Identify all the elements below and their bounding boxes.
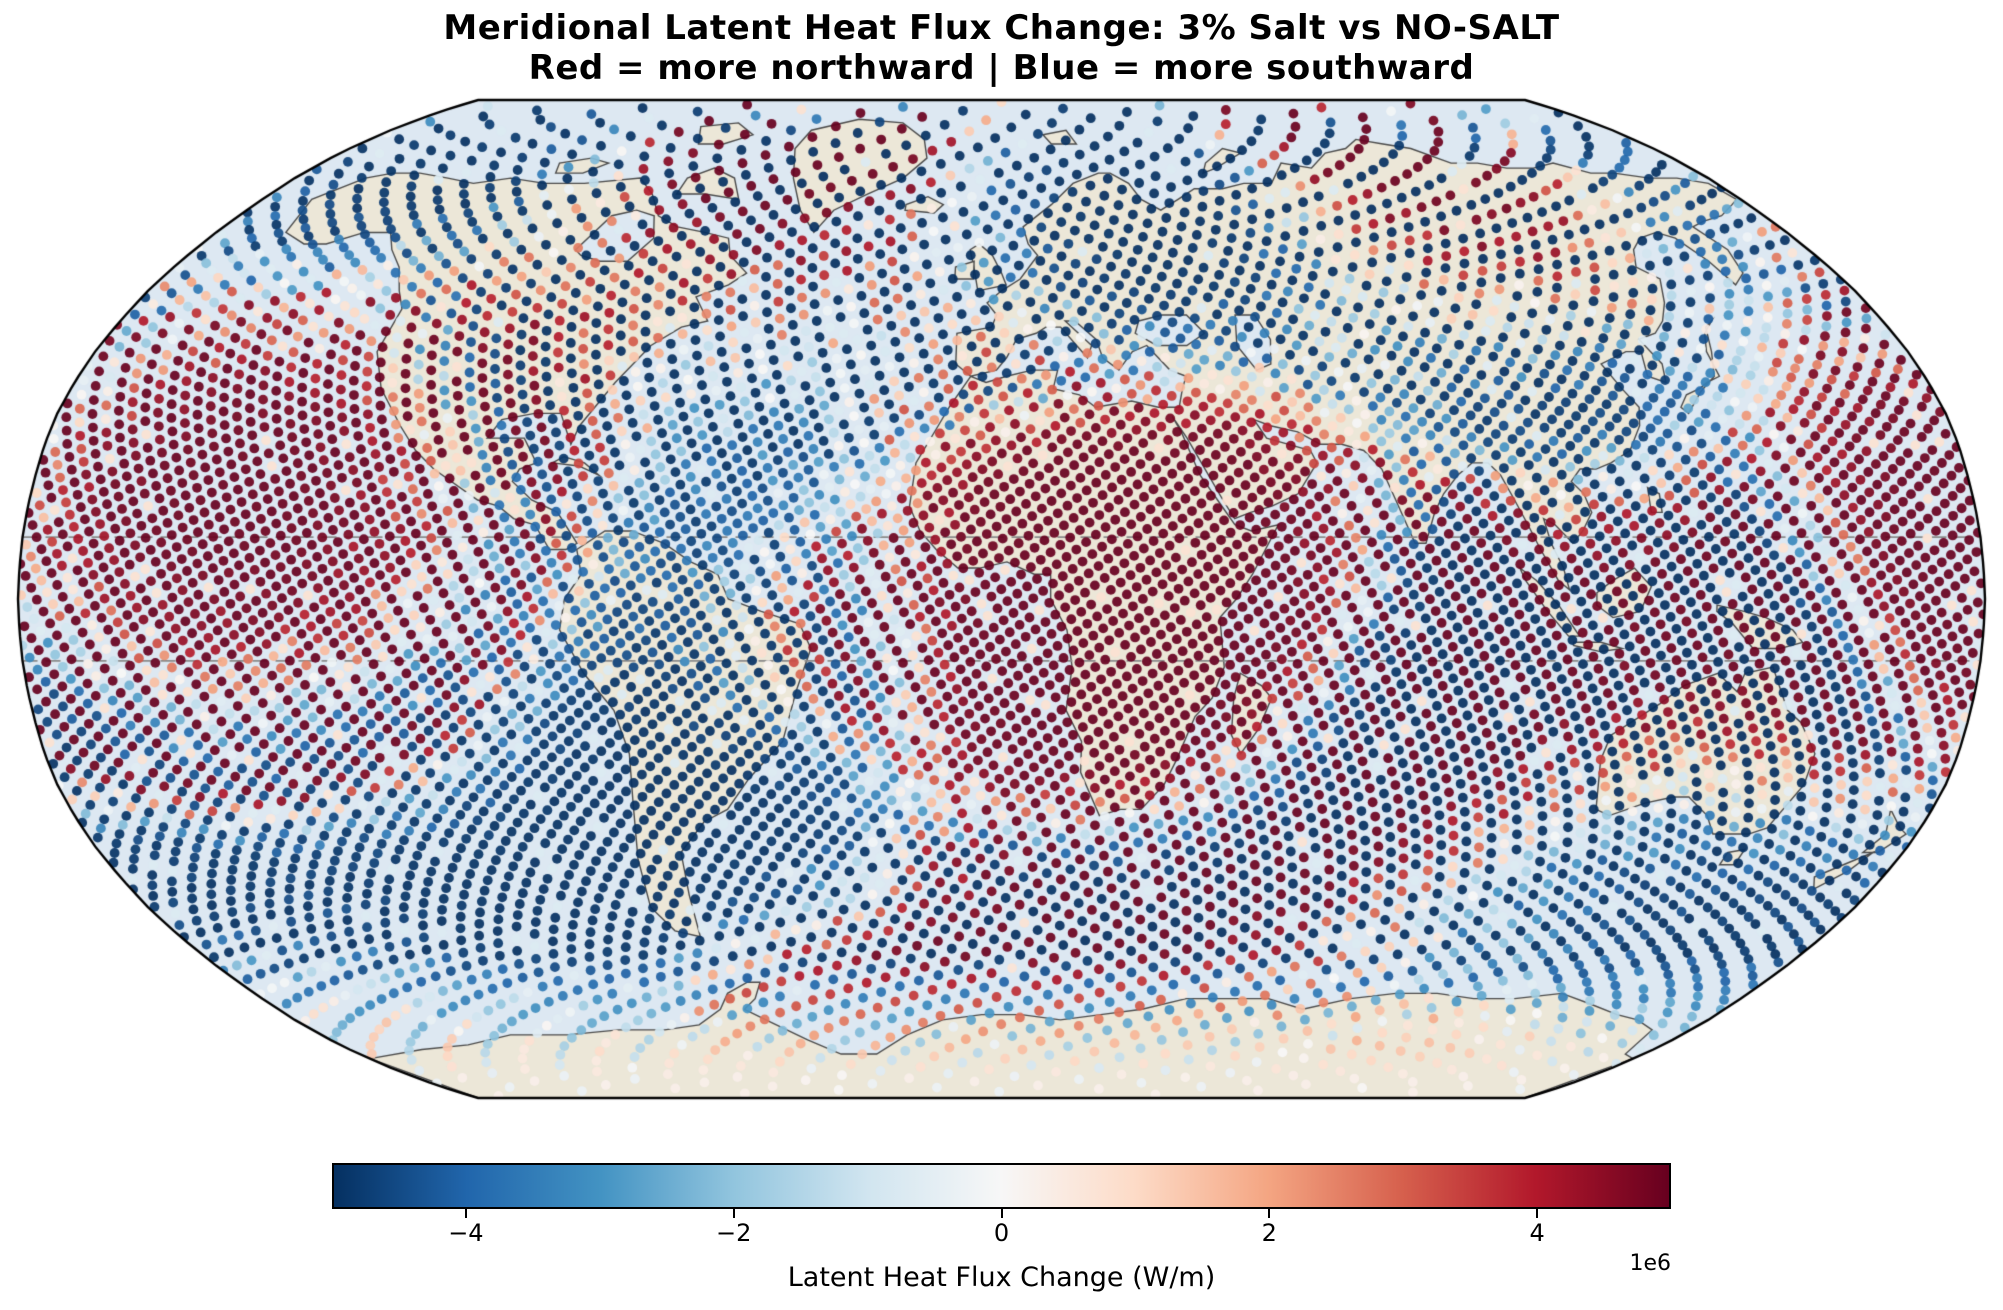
- colorbar-tickmark-0: [464, 1209, 467, 1218]
- colorbar-offset-label: 1e6: [1629, 1251, 1671, 1276]
- colorbar-tickmark-4: [1536, 1209, 1539, 1218]
- colorbar-tickmark-3: [1268, 1209, 1271, 1218]
- colorbar-tickmark-2: [1000, 1209, 1003, 1218]
- chart-subtitle: Red = more northward | Blue = more south…: [528, 48, 1475, 88]
- colorbar-ticklabel-4: 4: [1529, 1219, 1545, 1247]
- colorbar-ticklabel-3: 2: [1261, 1219, 1277, 1247]
- colorbar-gradient: [332, 1163, 1671, 1209]
- colorbar-label: Latent Heat Flux Change (W/m): [787, 1262, 1216, 1293]
- colorbar-ticklabel-2: 0: [993, 1219, 1010, 1247]
- colorbar-tickmark-1: [732, 1209, 735, 1218]
- colorbar-ticklabel-0: −4: [448, 1219, 484, 1247]
- chart-title: Meridional Latent Heat Flux Change: 3% S…: [443, 8, 1560, 48]
- colorbar-ticklabel-1: −2: [715, 1219, 752, 1247]
